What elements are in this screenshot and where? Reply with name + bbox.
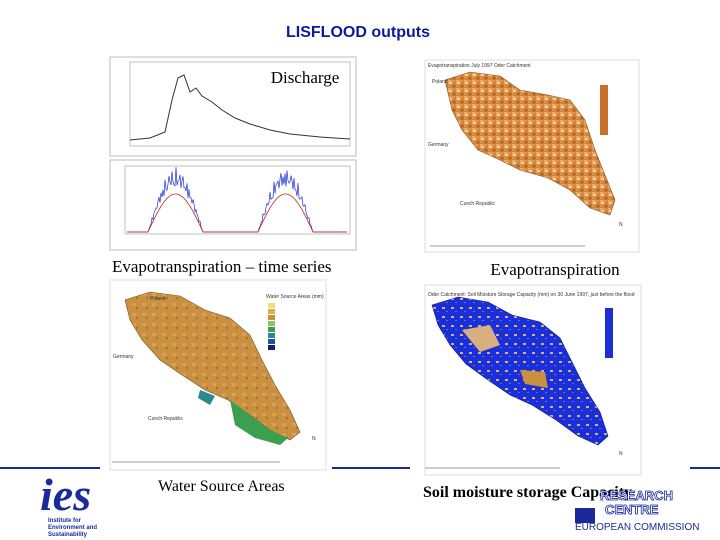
water-source-caption: Water Source Areas [158,478,285,495]
et-series-caption: Evapotranspiration – time series [112,257,332,276]
ies-logo: ies Institute for Environment and Sustai… [40,469,97,538]
soil-caption: Soil moisture storage Capacity [423,484,632,501]
ies-name: Environment and [48,525,97,531]
series-line [127,193,347,233]
discharge-label: Discharge [271,68,340,87]
place-label: Germany [113,354,134,360]
north-arrow: N [619,222,623,228]
ies-name: Institute for [48,518,82,524]
ies-mark: ies [40,469,91,520]
place-label: Poland [150,296,166,302]
ies-name: Sustainability [48,532,88,538]
place-label: Poland [432,79,448,85]
et-map-caption: Evapotranspiration [490,260,620,279]
water-source-map: Water Source Areas (mm) Poland Germany C… [109,279,327,471]
discharge-chart: Discharge [109,56,357,157]
place-label: Czech Republic [148,416,184,422]
legend [268,303,275,350]
et-map: Evapotranspiration July 1997 Oder Catchm… [424,59,640,253]
place-label: Germany [428,142,449,148]
map-title: Evapotranspiration July 1997 Oder Catchm… [428,63,531,69]
ec-logo: RESEARCH CENTRE EUROPEAN COMMISSION [575,488,699,533]
ec-text: EUROPEAN COMMISSION [575,522,699,533]
place-label: Czech Republic [460,201,496,207]
north-arrow: N [619,451,623,457]
soil-moisture-map: Oder Catchment: Soil Moisture Storage Ca… [424,284,642,476]
legend-title: Water Source Areas (mm) [266,294,324,300]
et-series-chart [109,159,357,251]
map-title: Oder Catchment: Soil Moisture Storage Ca… [428,292,635,298]
jrc-text: CENTRE [605,502,659,517]
slide-title: LISFLOOD outputs [286,24,430,41]
north-arrow: N [312,436,316,442]
jrc-text: RESEARCH [600,488,673,503]
